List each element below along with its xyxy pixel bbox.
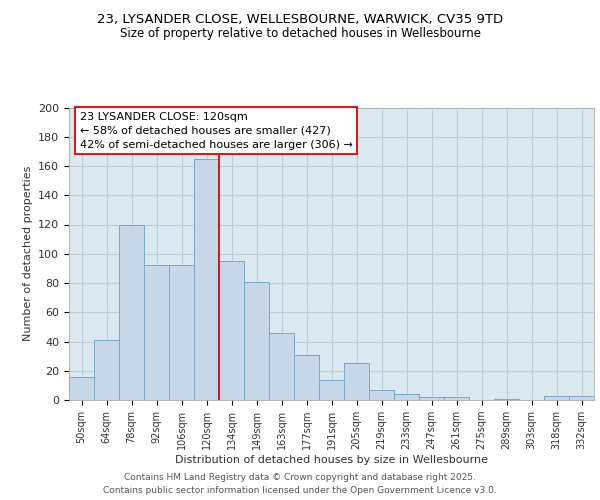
Bar xyxy=(244,282,269,400)
Text: Contains HM Land Registry data © Crown copyright and database right 2025.: Contains HM Land Registry data © Crown c… xyxy=(124,474,476,482)
Bar xyxy=(69,376,94,400)
Bar xyxy=(269,332,294,400)
Bar xyxy=(119,224,144,400)
Bar xyxy=(344,364,369,400)
Bar xyxy=(394,394,419,400)
Bar xyxy=(169,266,194,400)
Bar xyxy=(319,380,344,400)
Text: 23, LYSANDER CLOSE, WELLESBOURNE, WARWICK, CV35 9TD: 23, LYSANDER CLOSE, WELLESBOURNE, WARWIC… xyxy=(97,12,503,26)
Text: Size of property relative to detached houses in Wellesbourne: Size of property relative to detached ho… xyxy=(119,28,481,40)
Bar xyxy=(444,397,469,400)
Bar xyxy=(194,158,219,400)
Bar xyxy=(369,390,394,400)
Bar xyxy=(419,397,444,400)
Bar xyxy=(94,340,119,400)
Text: Contains public sector information licensed under the Open Government Licence v3: Contains public sector information licen… xyxy=(103,486,497,495)
Y-axis label: Number of detached properties: Number of detached properties xyxy=(23,166,32,342)
Text: 23 LYSANDER CLOSE: 120sqm
← 58% of detached houses are smaller (427)
42% of semi: 23 LYSANDER CLOSE: 120sqm ← 58% of detac… xyxy=(79,112,352,150)
Bar xyxy=(544,396,569,400)
Bar xyxy=(144,266,169,400)
Bar xyxy=(569,396,594,400)
Bar xyxy=(494,398,519,400)
Bar xyxy=(219,261,244,400)
Bar xyxy=(294,354,319,400)
X-axis label: Distribution of detached houses by size in Wellesbourne: Distribution of detached houses by size … xyxy=(175,455,488,465)
